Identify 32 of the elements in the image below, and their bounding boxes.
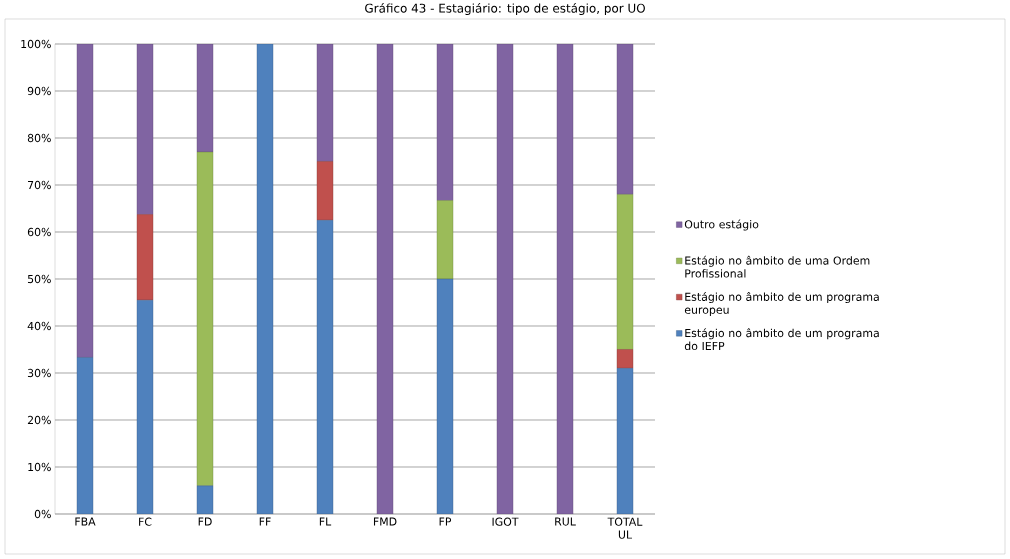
x-tick-label: FF [259,517,271,526]
x-tick-label: FL [319,517,332,526]
x-tick-label: TOTAL UL [607,517,643,539]
bar [196,151,214,486]
x-tick-label: FBA [75,517,96,526]
x-tick-label: RUL [555,517,576,526]
bar [436,200,454,280]
y-tick-label: 60% [27,227,51,237]
legend-label: Estágio no âmbito de um programa europeu [684,291,879,316]
y-tick-label: 70% [28,180,51,190]
x-tick-label: FD [198,517,212,526]
bar [136,214,154,301]
y-tick-label: 90% [27,86,51,96]
bar [616,349,634,369]
y-tick-label: 0% [34,509,51,519]
y-tick-label: 80% [27,133,51,143]
y-tick-label: 100% [21,39,51,49]
legend-label: Outro estágio [684,219,759,231]
x-tick-label: FMD [373,517,397,526]
bar [316,161,334,221]
y-tick-label: 40% [27,321,51,331]
y-tick-label: 50% [27,274,51,284]
y-tick-label: 10% [28,462,51,472]
x-tick-label: FP [439,517,452,526]
x-tick-label: FC [139,517,152,526]
bar [616,194,634,350]
y-tick-label: 30% [27,368,51,378]
y-tick-label: 20% [27,415,51,425]
legend-label: Estágio no âmbito de uma Ordem Profissional [685,255,870,278]
chart-title: Gráfico 43 - Estagiário: tipo de estágio, por UO [365,2,645,16]
legend-label: Estágio no âmbito de um programa do IEFP [684,328,879,351]
x-tick-label: IGOT [492,517,519,526]
